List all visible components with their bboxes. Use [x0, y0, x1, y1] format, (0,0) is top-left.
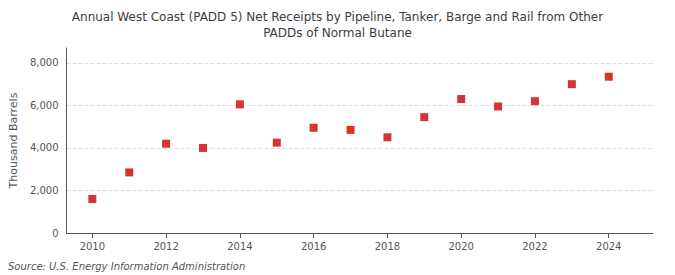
- svg-text:6,000: 6,000: [30, 100, 59, 111]
- svg-text:2024: 2024: [596, 241, 621, 252]
- svg-text:2016: 2016: [301, 241, 326, 252]
- svg-text:2012: 2012: [153, 241, 178, 252]
- svg-text:0: 0: [52, 228, 58, 239]
- svg-text:PADDs of Normal Butane: PADDs of Normal Butane: [263, 26, 412, 40]
- svg-text:8,000: 8,000: [30, 57, 59, 68]
- svg-text:2014: 2014: [227, 241, 252, 252]
- svg-text:2010: 2010: [80, 241, 105, 252]
- svg-text:Source: U.S. Energy Informatio: Source: U.S. Energy Information Administ…: [8, 261, 245, 272]
- svg-text:2020: 2020: [448, 241, 473, 252]
- svg-text:Thousand Barrels: Thousand Barrels: [7, 92, 20, 189]
- svg-text:Annual West Coast (PADD 5) Net: Annual West Coast (PADD 5) Net Receipts …: [72, 10, 603, 24]
- svg-text:4,000: 4,000: [30, 142, 59, 153]
- svg-text:2,000: 2,000: [30, 185, 59, 196]
- svg-text:2022: 2022: [522, 241, 547, 252]
- svg-text:2018: 2018: [375, 241, 400, 252]
